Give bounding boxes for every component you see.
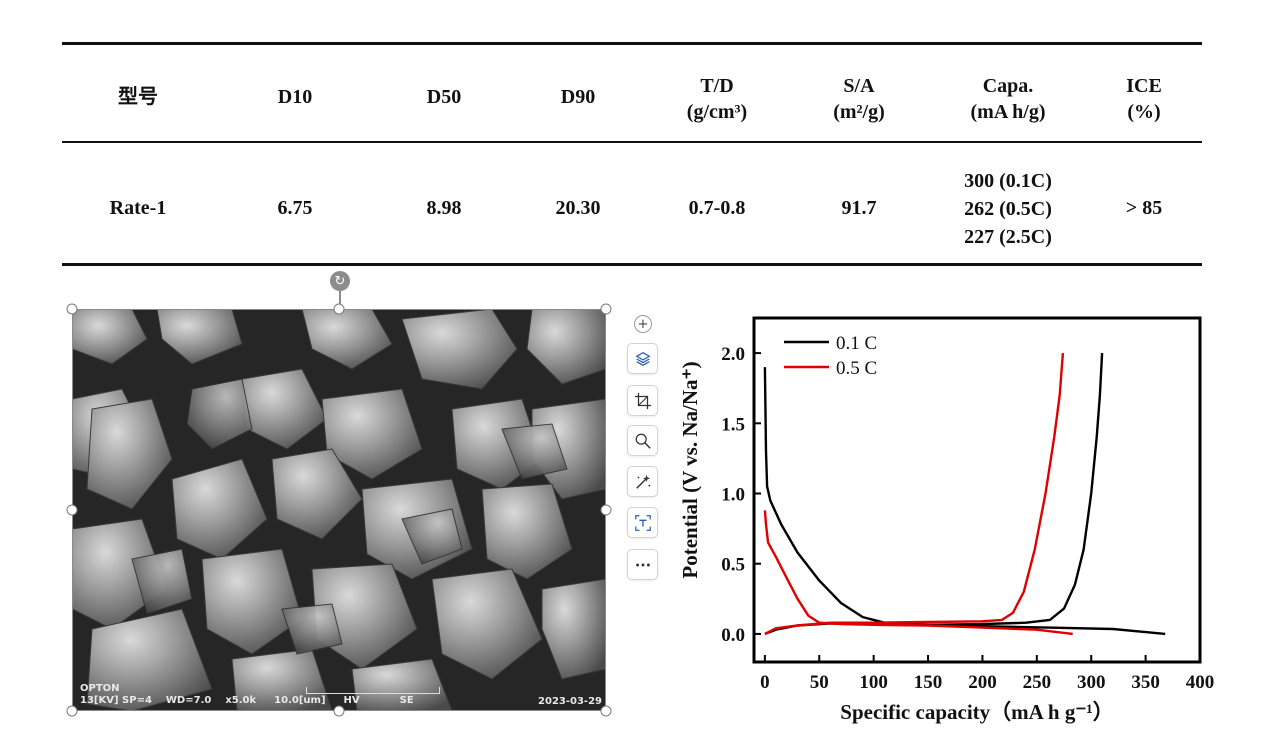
header-ice: ICE (%): [1126, 75, 1162, 123]
x-tick-label: 100: [859, 672, 888, 693]
table-header-rule: [62, 141, 1202, 143]
resize-handle-e[interactable]: [600, 504, 612, 516]
table-bottom-rule: [62, 263, 1202, 266]
resize-handle-se[interactable]: [600, 705, 612, 717]
magic-wand-icon[interactable]: [627, 466, 658, 497]
y-axis-label: Potential (V vs. Na/Na⁺): [678, 361, 702, 578]
sem-kv: 13[KV] SP=4: [80, 695, 152, 706]
header-d10: D10: [277, 86, 313, 108]
header-d50: D50: [426, 86, 462, 108]
rotate-stem: [339, 291, 341, 309]
charge-discharge-chart: 0 50 100 150 200 250 300 350 400 0.0 0.5 1.0 1.5 2.0 0…: [678, 316, 1215, 724]
y-tick-label: 1.0: [721, 485, 745, 506]
cell-td: 0.7-0.8: [688, 197, 746, 219]
resize-handle-n[interactable]: [333, 303, 345, 315]
header-d90: D90: [560, 86, 596, 108]
scale-bar: [306, 687, 440, 694]
series-line-2-discharge: [763, 510, 1073, 636]
cell-capa: 300 (0.1C) 262 (0.5C) 227 (2.5C): [964, 170, 1052, 248]
zoom-icon[interactable]: [627, 425, 658, 456]
sem-hv: HV: [343, 695, 360, 706]
header-td: T/D (g/cm³): [686, 75, 748, 123]
x-tick-label: 300: [1077, 672, 1106, 693]
cell-sa: 91.7: [841, 197, 877, 219]
x-tick-label: 200: [968, 672, 997, 693]
x-tick-label: 250: [1023, 672, 1052, 693]
y-tick-label: 1.5: [721, 414, 745, 435]
sem-image[interactable]: OPTON 13[KV] SP=4 WD=7.0 x5.0k 10.0[um] …: [72, 309, 606, 711]
cell-ice: > 85: [1125, 197, 1163, 219]
resize-handle-sw[interactable]: [66, 705, 78, 717]
resize-handle-nw[interactable]: [66, 303, 78, 315]
sem-mag: x5.0k: [225, 695, 257, 706]
cell-model: Rate-1: [109, 197, 167, 219]
legend-label-2: 0.5 C: [836, 358, 877, 379]
sem-brand: OPTON: [80, 683, 120, 694]
sem-date: 2023-03-29: [538, 696, 602, 707]
x-tick-label: 350: [1131, 672, 1160, 693]
rotate-icon[interactable]: ↻: [330, 271, 350, 291]
cell-d50: 8.98: [426, 197, 462, 219]
y-tick-label: 2.0: [721, 344, 745, 365]
sem-se: SE: [399, 695, 414, 706]
series-line-1-charge: [764, 353, 1104, 636]
x-tick-label: 400: [1186, 672, 1215, 693]
sem-particles: [72, 309, 606, 711]
table-top-rule: [62, 42, 1202, 45]
plot-frame: [752, 316, 1202, 664]
crop-icon[interactable]: [627, 385, 658, 416]
x-tick-label: 50: [810, 672, 829, 693]
legend-label-1: 0.1 C: [836, 333, 877, 354]
x-axis-label: Specific capacity（mA h g⁻¹）: [840, 700, 1113, 724]
y-tick-label: 0.5: [721, 555, 745, 576]
resize-handle-w[interactable]: [66, 504, 78, 516]
x-tick-label: 150: [914, 672, 943, 693]
header-model: 型号: [118, 86, 158, 108]
header-capa: Capa. (mA h/g): [970, 75, 1046, 123]
cell-d10: 6.75: [277, 197, 313, 219]
resize-handle-ne[interactable]: [600, 303, 612, 315]
x-tick-label: 0: [760, 672, 770, 693]
layers-icon[interactable]: [627, 343, 658, 374]
sem-wd: WD=7.0: [165, 695, 212, 706]
series-line-1-discharge: [763, 367, 1166, 636]
sem-info-bar: OPTON 13[KV] SP=4 WD=7.0 x5.0k 10.0[um] …: [80, 683, 414, 707]
y-tick-label: 0.0: [721, 625, 745, 646]
series-line-2-charge: [764, 353, 1065, 635]
resize-handle-s[interactable]: [333, 705, 345, 717]
more-icon[interactable]: [627, 549, 658, 580]
add-icon[interactable]: +: [634, 315, 652, 333]
text-extract-icon[interactable]: [627, 507, 658, 538]
cell-d90: 20.30: [555, 197, 601, 219]
header-sa: S/A (m²/g): [833, 75, 885, 123]
sem-scale: 10.0[um]: [274, 695, 326, 706]
